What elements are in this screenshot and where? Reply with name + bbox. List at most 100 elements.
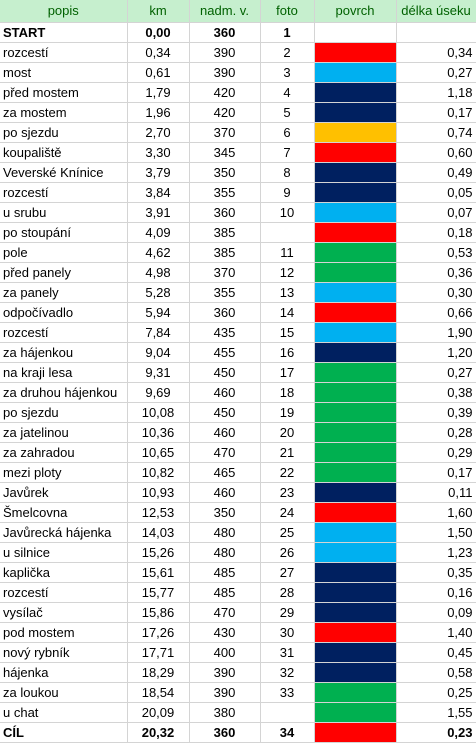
altitude-cell[interactable]: 480 bbox=[189, 522, 261, 543]
surface-color-cell[interactable] bbox=[314, 582, 397, 603]
km-cell[interactable]: 10,08 bbox=[127, 402, 190, 423]
km-cell[interactable]: 10,65 bbox=[127, 442, 190, 463]
popis-cell[interactable]: Šmelcovna bbox=[0, 502, 128, 523]
segment-length-cell[interactable]: 1,20 bbox=[396, 342, 476, 363]
photo-number-cell[interactable]: 1 bbox=[260, 22, 315, 43]
altitude-cell[interactable]: 485 bbox=[189, 562, 261, 583]
altitude-cell[interactable]: 370 bbox=[189, 122, 261, 143]
segment-length-cell[interactable]: 1,55 bbox=[396, 702, 476, 723]
photo-number-cell[interactable] bbox=[260, 222, 315, 243]
popis-cell[interactable]: po stoupání bbox=[0, 222, 128, 243]
segment-length-cell[interactable]: 0,60 bbox=[396, 142, 476, 163]
altitude-cell[interactable]: 360 bbox=[189, 302, 261, 323]
altitude-cell[interactable]: 430 bbox=[189, 622, 261, 643]
altitude-cell[interactable]: 470 bbox=[189, 602, 261, 623]
km-cell[interactable]: 14,03 bbox=[127, 522, 190, 543]
popis-cell[interactable]: rozcestí bbox=[0, 182, 128, 203]
segment-length-cell[interactable]: 0,27 bbox=[396, 362, 476, 383]
segment-length-cell[interactable]: 1,90 bbox=[396, 322, 476, 343]
km-cell[interactable]: 1,79 bbox=[127, 82, 190, 103]
altitude-cell[interactable]: 385 bbox=[189, 242, 261, 263]
segment-length-cell[interactable]: 0,16 bbox=[396, 582, 476, 603]
photo-number-cell[interactable] bbox=[260, 702, 315, 723]
surface-color-cell[interactable] bbox=[314, 302, 397, 323]
popis-cell[interactable]: pod mostem bbox=[0, 622, 128, 643]
segment-length-cell[interactable]: 1,18 bbox=[396, 82, 476, 103]
km-cell[interactable]: 15,26 bbox=[127, 542, 190, 563]
photo-number-cell[interactable]: 9 bbox=[260, 182, 315, 203]
popis-cell[interactable]: po sjezdu bbox=[0, 402, 128, 423]
popis-cell[interactable]: rozcestí bbox=[0, 322, 128, 343]
popis-cell[interactable]: u srubu bbox=[0, 202, 128, 223]
segment-length-cell[interactable]: 0,66 bbox=[396, 302, 476, 323]
photo-number-cell[interactable]: 32 bbox=[260, 662, 315, 683]
photo-number-cell[interactable]: 18 bbox=[260, 382, 315, 403]
km-cell[interactable]: 12,53 bbox=[127, 502, 190, 523]
km-cell[interactable]: 15,86 bbox=[127, 602, 190, 623]
altitude-cell[interactable]: 360 bbox=[189, 722, 261, 743]
photo-number-cell[interactable]: 30 bbox=[260, 622, 315, 643]
segment-length-cell[interactable]: 0,29 bbox=[396, 442, 476, 463]
photo-number-cell[interactable]: 5 bbox=[260, 102, 315, 123]
photo-number-cell[interactable]: 24 bbox=[260, 502, 315, 523]
segment-length-cell[interactable]: 0,74 bbox=[396, 122, 476, 143]
popis-cell[interactable]: pole bbox=[0, 242, 128, 263]
photo-number-cell[interactable]: 17 bbox=[260, 362, 315, 383]
altitude-cell[interactable]: 485 bbox=[189, 582, 261, 603]
popis-cell[interactable]: před mostem bbox=[0, 82, 128, 103]
surface-color-cell[interactable] bbox=[314, 42, 397, 63]
segment-length-cell[interactable]: 0,27 bbox=[396, 62, 476, 83]
surface-color-cell[interactable] bbox=[314, 602, 397, 623]
altitude-cell[interactable]: 350 bbox=[189, 162, 261, 183]
photo-number-cell[interactable]: 10 bbox=[260, 202, 315, 223]
segment-length-cell[interactable]: 0,17 bbox=[396, 462, 476, 483]
altitude-cell[interactable]: 460 bbox=[189, 422, 261, 443]
popis-cell[interactable]: nový rybník bbox=[0, 642, 128, 663]
segment-length-cell[interactable]: 0,58 bbox=[396, 662, 476, 683]
popis-cell[interactable]: rozcestí bbox=[0, 42, 128, 63]
popis-cell[interactable]: most bbox=[0, 62, 128, 83]
header-povrch[interactable]: povrch bbox=[314, 0, 397, 23]
surface-color-cell[interactable] bbox=[314, 722, 397, 743]
altitude-cell[interactable]: 355 bbox=[189, 282, 261, 303]
altitude-cell[interactable]: 390 bbox=[189, 682, 261, 703]
km-cell[interactable]: 3,79 bbox=[127, 162, 190, 183]
km-cell[interactable]: 18,29 bbox=[127, 662, 190, 683]
popis-cell[interactable]: rozcestí bbox=[0, 582, 128, 603]
km-cell[interactable]: 18,54 bbox=[127, 682, 190, 703]
surface-color-cell[interactable] bbox=[314, 222, 397, 243]
km-cell[interactable]: 7,84 bbox=[127, 322, 190, 343]
photo-number-cell[interactable]: 23 bbox=[260, 482, 315, 503]
surface-color-cell[interactable] bbox=[314, 462, 397, 483]
segment-length-cell[interactable]: 0,11 bbox=[396, 482, 476, 503]
segment-length-cell[interactable]: 0,45 bbox=[396, 642, 476, 663]
photo-number-cell[interactable]: 26 bbox=[260, 542, 315, 563]
photo-number-cell[interactable]: 16 bbox=[260, 342, 315, 363]
photo-number-cell[interactable]: 25 bbox=[260, 522, 315, 543]
altitude-cell[interactable]: 390 bbox=[189, 62, 261, 83]
photo-number-cell[interactable]: 34 bbox=[260, 722, 315, 743]
popis-cell[interactable]: START bbox=[0, 22, 128, 43]
surface-color-cell[interactable] bbox=[314, 622, 397, 643]
header-nadm-v[interactable]: nadm. v. bbox=[189, 0, 261, 23]
popis-cell[interactable]: na kraji lesa bbox=[0, 362, 128, 383]
segment-length-cell[interactable]: 1,40 bbox=[396, 622, 476, 643]
km-cell[interactable]: 9,69 bbox=[127, 382, 190, 403]
altitude-cell[interactable]: 470 bbox=[189, 442, 261, 463]
photo-number-cell[interactable]: 11 bbox=[260, 242, 315, 263]
segment-length-cell[interactable] bbox=[396, 22, 476, 43]
segment-length-cell[interactable]: 0,28 bbox=[396, 422, 476, 443]
popis-cell[interactable]: za mostem bbox=[0, 102, 128, 123]
surface-color-cell[interactable] bbox=[314, 402, 397, 423]
surface-color-cell[interactable] bbox=[314, 182, 397, 203]
surface-color-cell[interactable] bbox=[314, 662, 397, 683]
altitude-cell[interactable]: 465 bbox=[189, 462, 261, 483]
popis-cell[interactable]: před panely bbox=[0, 262, 128, 283]
segment-length-cell[interactable]: 0,23 bbox=[396, 722, 476, 743]
segment-length-cell[interactable]: 1,50 bbox=[396, 522, 476, 543]
segment-length-cell[interactable]: 0,09 bbox=[396, 602, 476, 623]
segment-length-cell[interactable]: 0,17 bbox=[396, 102, 476, 123]
surface-color-cell[interactable] bbox=[314, 282, 397, 303]
surface-color-cell[interactable] bbox=[314, 62, 397, 83]
popis-cell[interactable]: odpočívadlo bbox=[0, 302, 128, 323]
